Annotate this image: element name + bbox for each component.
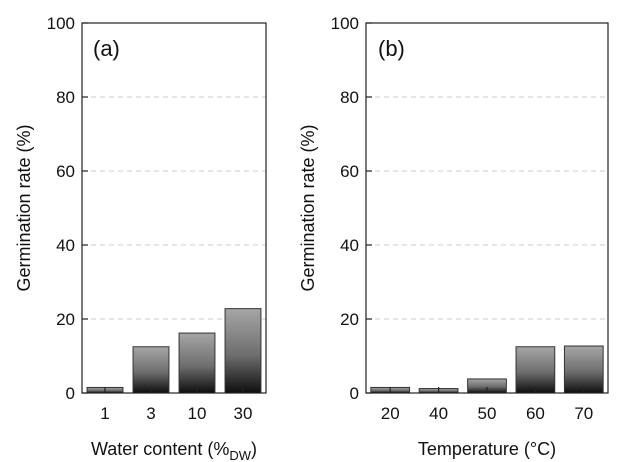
panel-b-x-tick-label: 70 [574,404,593,423]
panel-a-bars [86,308,262,394]
panel-a-bar-10 [178,332,216,394]
panel-a-label: (a) [93,36,120,61]
panel-b-y-tick-label: 20 [340,310,359,329]
panel-a-x-tick-label: 10 [188,404,207,423]
panel-b-x-tick-label: 50 [478,404,497,423]
panel-a-x-axis-title-subscript: DW [229,448,251,462]
panel-a-y-tick-label: 20 [56,310,75,329]
panel-a-y-tick-label: 0 [66,384,75,403]
panel-a-y-tick-label: 100 [47,14,75,33]
panel-a-x-tick-label: 3 [146,404,155,423]
panel-a-x-tick-label: 1 [100,404,109,423]
panel-a-y-tick-label: 80 [56,88,75,107]
panel-b-plot-frame [365,22,609,394]
panel-a-ticks: 0 20 40 60 80 100 1 3 10 30 [47,14,253,423]
panel-a-grid [82,96,266,320]
panel-b-bars [370,345,604,394]
panel-b-chart: 0 20 40 60 80 100 20 40 50 60 70 (b) Germination r… [298,14,609,459]
panel-b-y-tick-label: 60 [340,162,359,181]
panel-a-x-axis-title: Water content (%DW) [91,439,257,462]
panel-b-x-axis-title: Temperature (°C) [418,439,556,459]
panel-a-y-tick-label: 60 [56,162,75,181]
panel-b-y-tick-label: 0 [350,384,359,403]
panel-b-y-tick-label: 100 [331,14,359,33]
panel-a-x-axis-title-suffix: ) [251,439,257,459]
panel-a-y-tick-label: 40 [56,236,75,255]
panel-a-bar-3 [132,346,170,394]
panel-a-x-tick-label: 30 [234,404,253,423]
panel-b-x-tick-label: 60 [526,404,545,423]
panel-a-x-axis-title-main: Water content (% [91,439,229,459]
panel-b-bar-70 [563,345,604,394]
panel-b-label: (b) [378,36,405,61]
panel-a-y-axis-title: Germination rate (%) [14,124,34,291]
panel-a-bar-30 [224,308,262,394]
panel-b-y-axis-title: Germination rate (%) [298,124,318,291]
panel-b-ticks: 0 20 40 60 80 100 20 40 50 60 70 [331,14,594,423]
panel-a-chart: 0 20 40 60 80 100 1 3 10 30 (a) Germination rate … [14,14,267,462]
panel-a-plot-frame [81,22,267,394]
panel-b-y-tick-label: 40 [340,236,359,255]
panel-b-x-tick-label: 20 [381,404,400,423]
panel-b-y-tick-label: 80 [340,88,359,107]
panel-b-grid [366,96,608,320]
panel-b-x-tick-label: 40 [429,404,448,423]
panel-b-bar-60 [515,346,556,394]
